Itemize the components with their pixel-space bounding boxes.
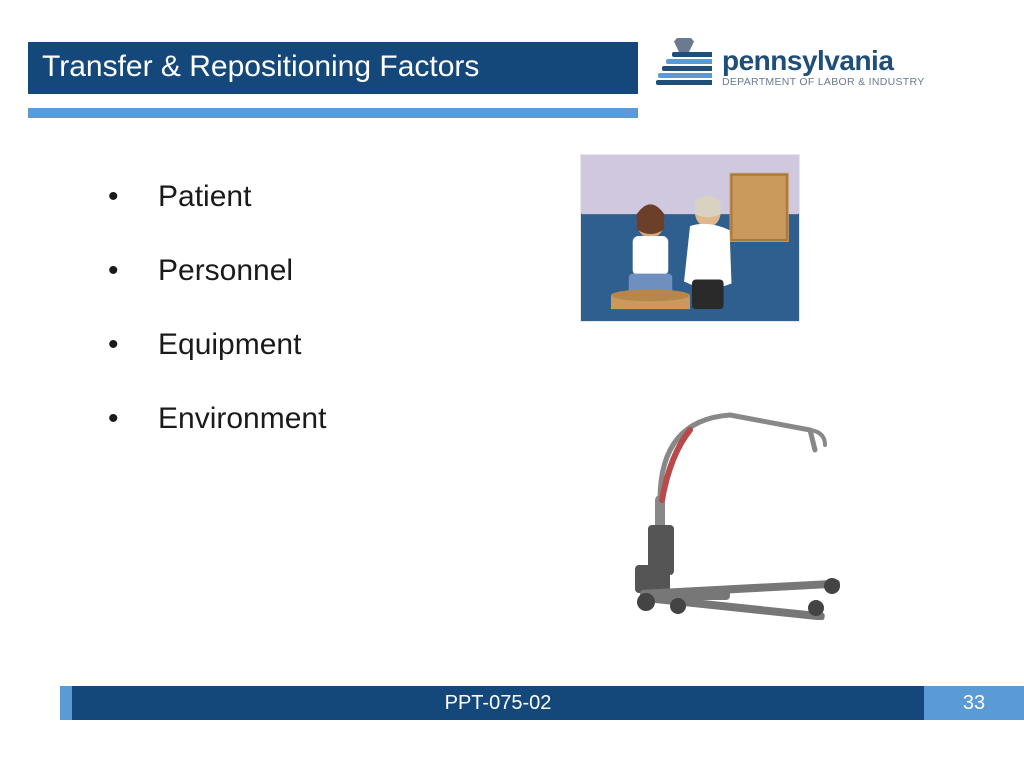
list-item: Patient (100, 180, 326, 214)
image-caregiver-patient (580, 154, 800, 322)
footer: PPT-075-02 33 (60, 686, 1024, 720)
list-item: Environment (100, 402, 326, 436)
logo-mark-icon (656, 44, 712, 90)
footer-doc-id: PPT-075-02 (72, 686, 924, 720)
footer-accent-stripe (60, 686, 72, 720)
bullet-list: Patient Personnel Equipment Environment (100, 180, 326, 436)
title-block: Transfer & Repositioning Factors (28, 42, 638, 118)
footer-page-number: 33 (924, 686, 1024, 720)
org-logo: pennsylvania DEPARTMENT OF LABOR & INDUS… (656, 42, 925, 90)
list-item: Equipment (100, 328, 326, 362)
content-area: Patient Personnel Equipment Environment (100, 180, 326, 476)
logo-name: pennsylvania (722, 46, 925, 75)
slide-title: Transfer & Repositioning Factors (28, 42, 638, 94)
title-underline (28, 108, 638, 118)
list-item: Personnel (100, 254, 326, 288)
header: Transfer & Repositioning Factors pennsyl… (28, 42, 996, 118)
logo-subtitle: DEPARTMENT OF LABOR & INDUSTRY (722, 77, 925, 88)
image-lift-equipment (600, 380, 870, 620)
